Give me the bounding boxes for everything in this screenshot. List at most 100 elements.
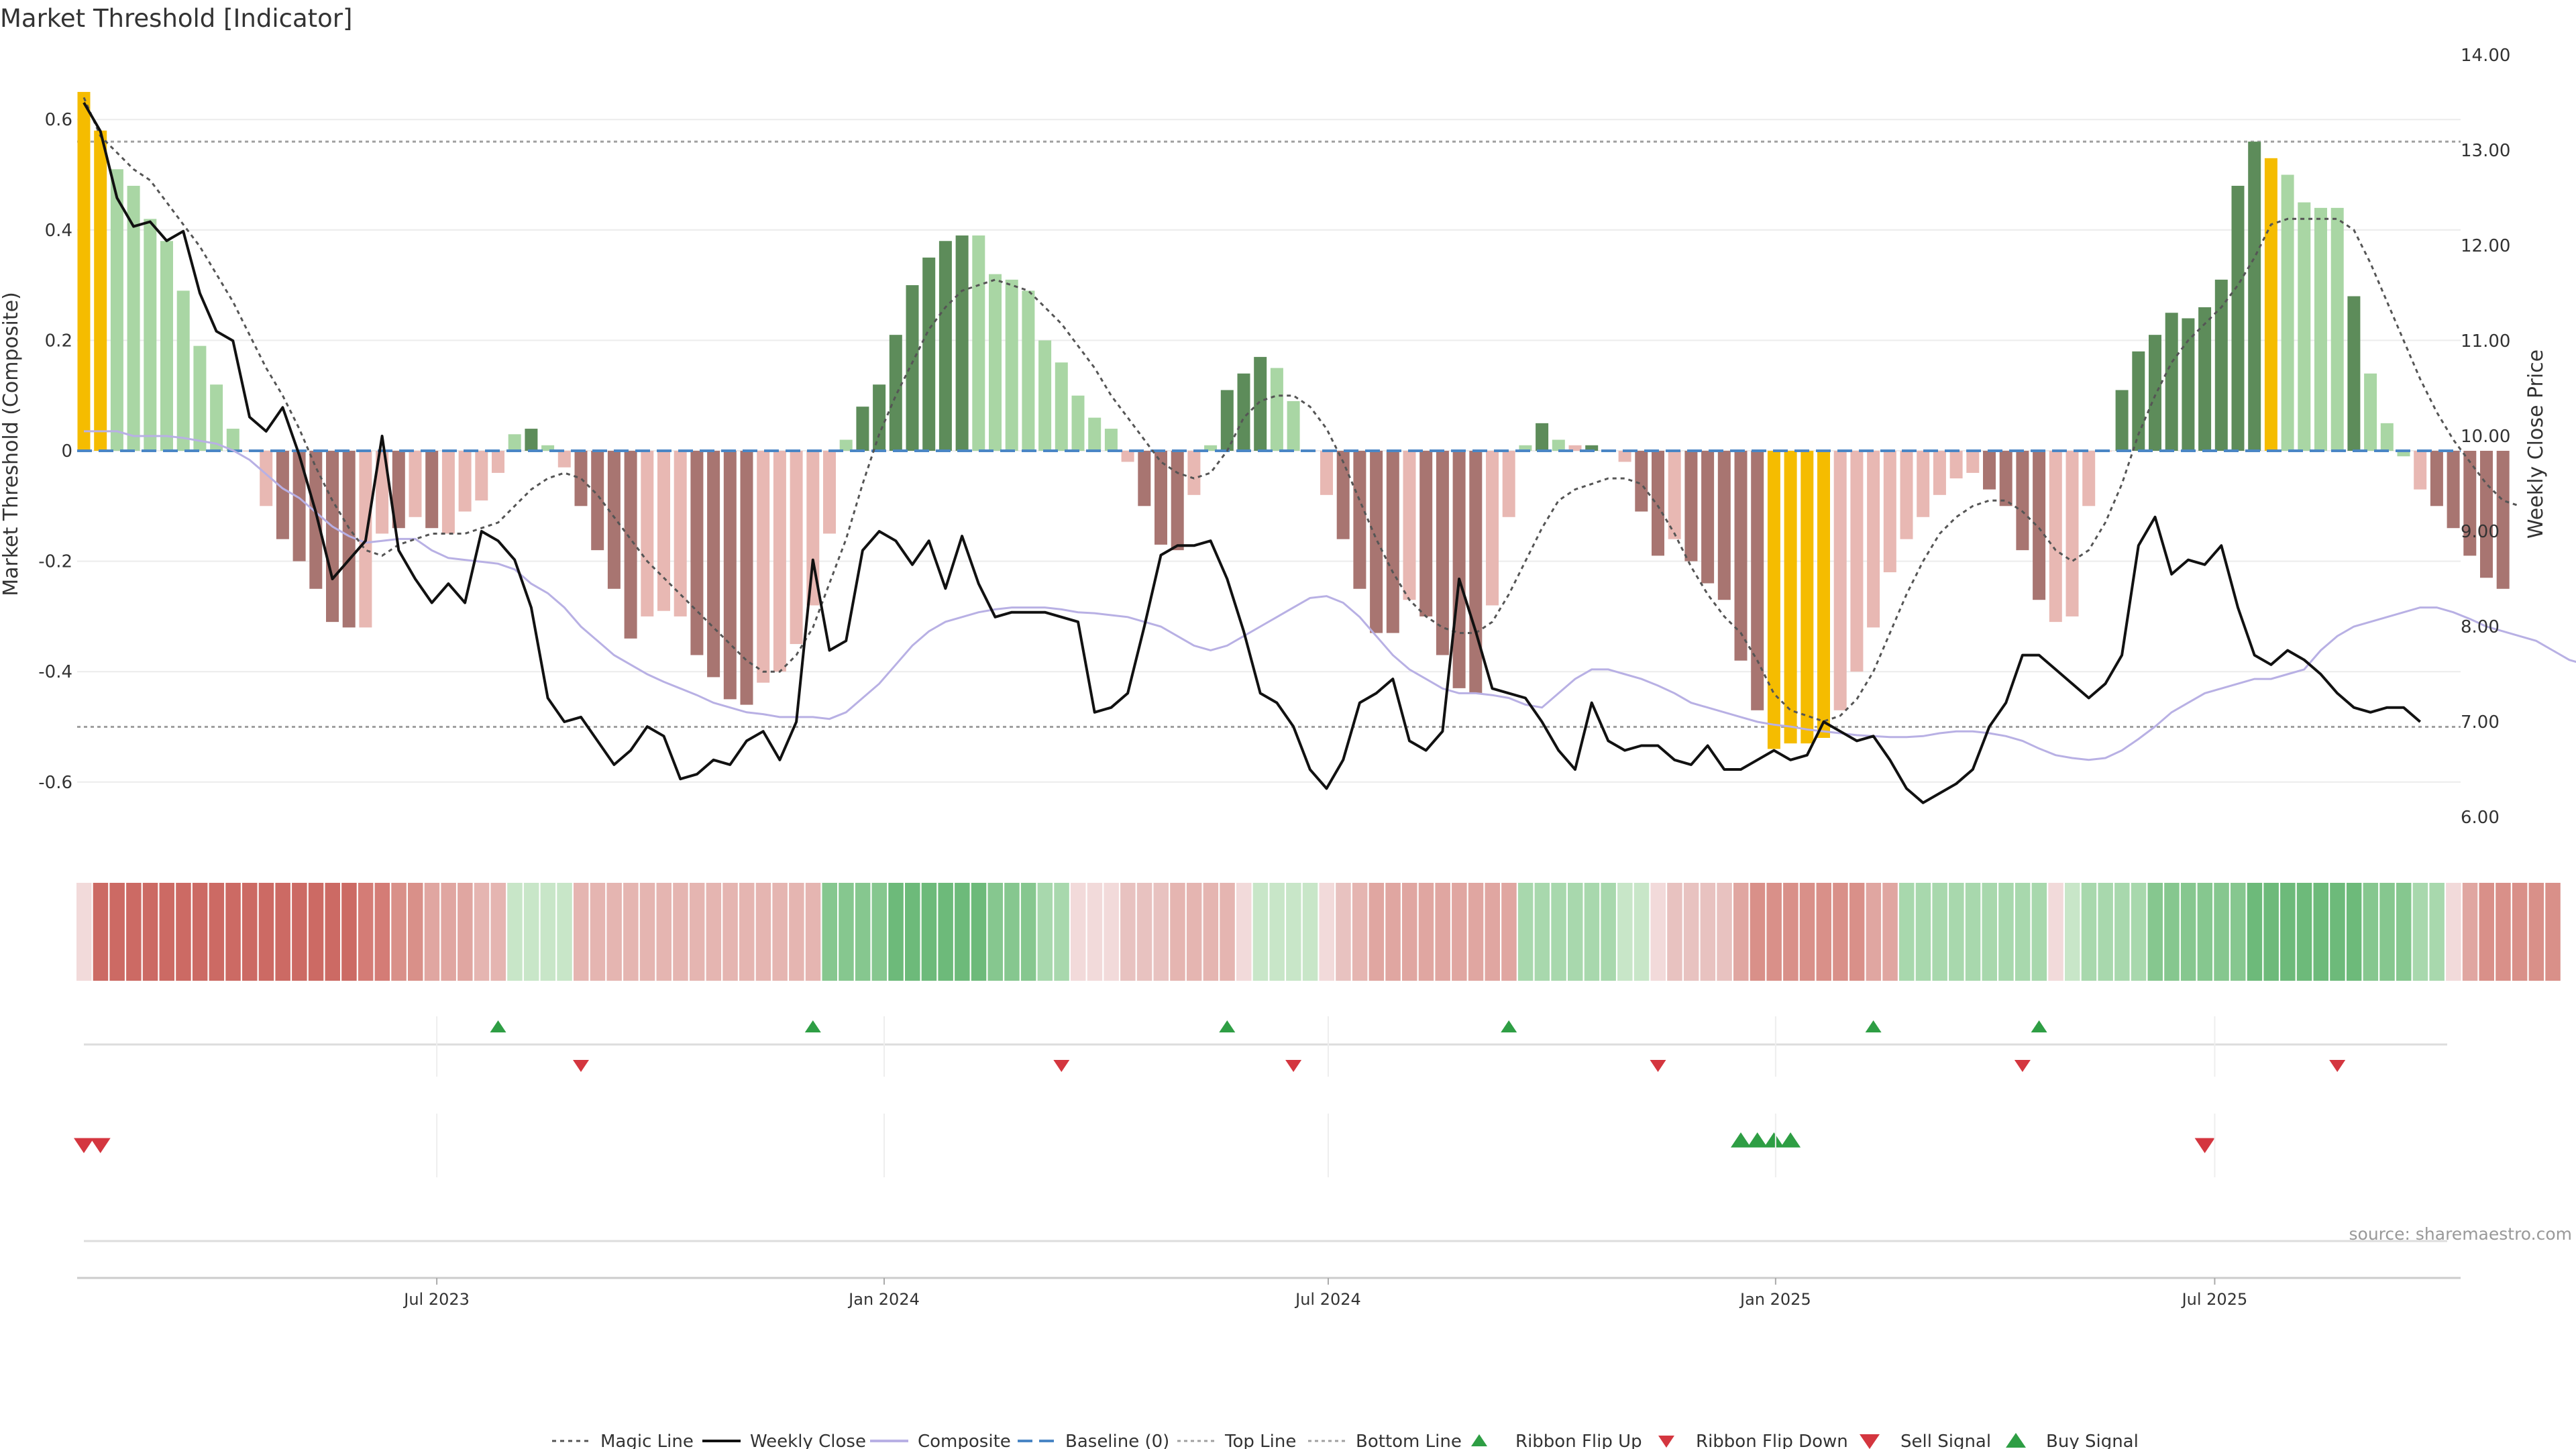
ribbon-cell bbox=[1568, 883, 1583, 981]
composite-bar bbox=[541, 445, 555, 451]
ribbon-flip-down-marker bbox=[573, 1060, 589, 1072]
ribbon-cell bbox=[772, 883, 788, 981]
y-axis-label: Market Threshold (Composite) bbox=[0, 292, 23, 596]
legend-ribbon-flip-up: Ribbon Flip Up bbox=[1471, 1432, 1642, 1449]
ribbon-cell bbox=[2512, 883, 2528, 981]
composite-bar bbox=[955, 235, 969, 451]
legend-sell-signal: Sell Signal bbox=[1860, 1432, 1991, 1449]
composite-bar bbox=[2463, 451, 2477, 556]
legend-label: Baseline (0) bbox=[1065, 1432, 1169, 1449]
composite-bar bbox=[1187, 451, 1201, 495]
legend: Magic Line Weekly Close Composite Baseli… bbox=[552, 1432, 2139, 1449]
ribbon-cell bbox=[2396, 883, 2412, 981]
composite-bar bbox=[2364, 373, 2377, 451]
ribbon-cell bbox=[2313, 883, 2328, 981]
composite-bar bbox=[2065, 451, 2079, 616]
ribbon-cell bbox=[1650, 883, 1666, 981]
legend-weekly-close: Weekly Close bbox=[702, 1432, 866, 1449]
composite-bar bbox=[2380, 423, 2394, 451]
ribbon-cell bbox=[639, 883, 655, 981]
y2-tick-label: 7.00 bbox=[2461, 712, 2500, 733]
ribbon-cell bbox=[1915, 883, 1931, 981]
ribbon-cell bbox=[2114, 883, 2130, 981]
ribbon-cell bbox=[1020, 883, 1036, 981]
composite-bar bbox=[1966, 451, 1980, 473]
ribbon-cell bbox=[341, 883, 357, 981]
composite-bar bbox=[127, 185, 140, 451]
composite-bar bbox=[1933, 451, 1946, 495]
composite-bar bbox=[2214, 279, 2228, 451]
sell-signal-marker bbox=[74, 1138, 94, 1153]
ribbon-cell bbox=[2180, 883, 2196, 981]
composite-bar bbox=[1452, 451, 1466, 688]
composite-bar bbox=[1552, 439, 1565, 451]
ribbon-cell bbox=[905, 883, 920, 981]
ribbon-flip-up-marker bbox=[2031, 1020, 2047, 1032]
ribbon-cell bbox=[1136, 883, 1152, 981]
composite-bar bbox=[1336, 451, 1350, 539]
ribbon-cell bbox=[2098, 883, 2113, 981]
composite-bar bbox=[2447, 451, 2460, 529]
ribbon-cell bbox=[2197, 883, 2213, 981]
ribbon-cell bbox=[1368, 883, 1385, 981]
composite-bar bbox=[757, 451, 770, 683]
ribbon-cell bbox=[871, 883, 888, 981]
ribbon-flip-up-markers bbox=[490, 1020, 2047, 1032]
composite-bar bbox=[773, 451, 786, 672]
composite-bar bbox=[1983, 451, 1996, 490]
legend-label: Buy Signal bbox=[2046, 1432, 2139, 1449]
composite-bar bbox=[292, 451, 306, 561]
buy-signal-marker bbox=[1764, 1132, 1784, 1148]
ribbon-cell bbox=[2031, 883, 2047, 981]
flip-panel bbox=[84, 1020, 2447, 1072]
ribbon-cell bbox=[1252, 883, 1269, 981]
composite-bar bbox=[2182, 318, 2195, 451]
ribbon-cell bbox=[722, 883, 738, 981]
ribbon-cell bbox=[1551, 883, 1566, 981]
composite-bar bbox=[1949, 451, 1963, 479]
x-axis: Jul 2023 Jan 2024 Jul 2024 Jan 2025 Jul 2025 bbox=[77, 1016, 2461, 1309]
chart-title: Market Threshold [Indicator] bbox=[0, 4, 352, 33]
ribbon-cell bbox=[839, 883, 854, 981]
ribbon-cell bbox=[2462, 883, 2478, 981]
composite-bar bbox=[1088, 417, 1102, 451]
composite-bar bbox=[342, 451, 356, 628]
composite-bar bbox=[2414, 451, 2427, 490]
ribbon-cell bbox=[557, 883, 572, 981]
y-tick-label: -0.4 bbox=[38, 662, 72, 682]
ribbon-flip-up-marker bbox=[1865, 1020, 1882, 1032]
ribbon-cell bbox=[1418, 883, 1434, 981]
ribbon-cell bbox=[325, 883, 340, 981]
legend-label: Bottom Line bbox=[1356, 1432, 1462, 1449]
composite-bar bbox=[2314, 207, 2327, 451]
ribbon-cell bbox=[971, 883, 987, 981]
ribbon-cell bbox=[1336, 883, 1351, 981]
ribbon-cell bbox=[1385, 883, 1401, 981]
composite-bar bbox=[806, 451, 820, 606]
ribbon-cell bbox=[706, 883, 722, 981]
ribbon-cell bbox=[523, 883, 539, 981]
composite-bar bbox=[1751, 451, 1764, 710]
legend-label: Composite bbox=[918, 1432, 1011, 1449]
composite-bar bbox=[607, 451, 621, 589]
y2-axis-label: Weekly Close Price bbox=[2524, 350, 2548, 539]
composite-bar bbox=[1038, 340, 1052, 451]
ribbon-cell bbox=[2496, 883, 2511, 981]
composite-bar bbox=[641, 451, 654, 616]
composite-bar bbox=[873, 384, 886, 451]
composite-bar bbox=[2281, 174, 2294, 451]
ribbon-cell bbox=[1849, 883, 1865, 981]
ribbon-cell bbox=[822, 883, 837, 981]
ribbon-cell bbox=[1783, 883, 1799, 981]
y-tick-label: 0 bbox=[61, 441, 72, 462]
ribbon-cell bbox=[1617, 883, 1633, 981]
buy-signal-markers bbox=[1731, 1132, 1801, 1148]
ribbon-cell bbox=[1104, 883, 1119, 981]
buy-signal-marker bbox=[1747, 1132, 1768, 1148]
composite-bar bbox=[1767, 451, 1780, 749]
buy-signal-marker bbox=[1780, 1132, 1801, 1148]
composite-bar bbox=[1668, 451, 1681, 539]
y-tick-label: 0.4 bbox=[45, 221, 72, 241]
composite-bar bbox=[1155, 451, 1167, 545]
